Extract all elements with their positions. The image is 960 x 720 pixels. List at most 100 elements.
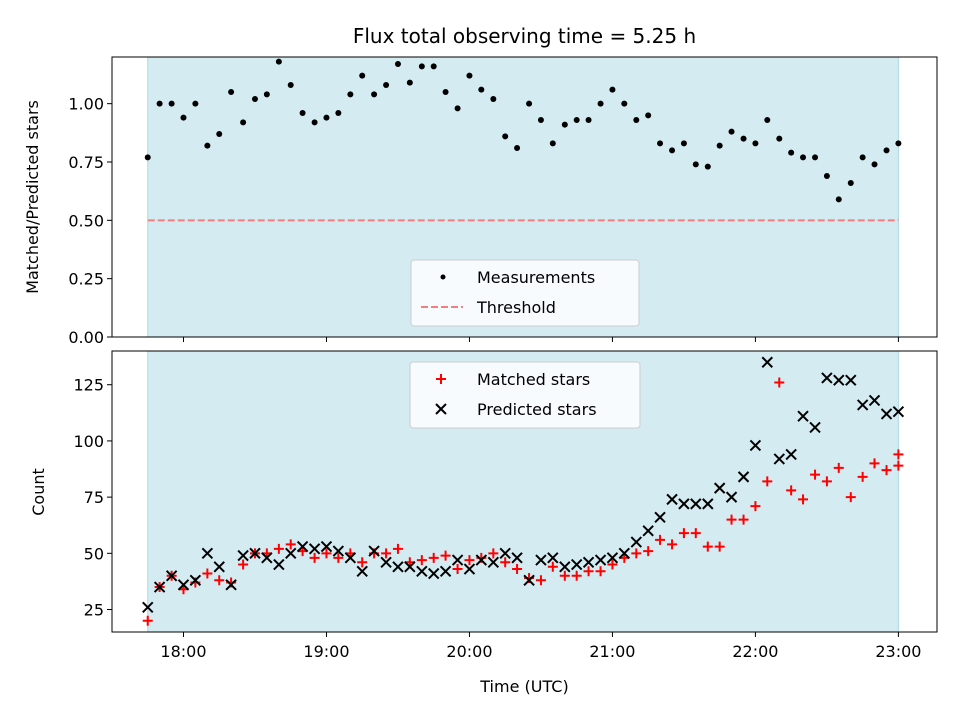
matched-star-point <box>702 541 713 552</box>
predicted-star-point <box>809 421 821 434</box>
predicted-star-point <box>737 471 750 483</box>
predicted-star-point <box>702 498 714 510</box>
measurement-point <box>287 82 294 88</box>
measurement-point <box>788 149 795 156</box>
measurement-point <box>228 89 235 95</box>
legend-marker-predicted <box>435 403 447 415</box>
legend-box <box>410 259 640 327</box>
measurement-point <box>704 163 711 170</box>
measurement-point <box>716 142 723 149</box>
y-tick-label: 125 <box>73 376 104 395</box>
measurement-point <box>645 112 652 119</box>
plot-area <box>142 356 905 626</box>
measurement-point <box>180 114 187 121</box>
predicted-star-point <box>177 579 190 591</box>
predicted-star-point <box>451 554 464 566</box>
measurement-point <box>418 63 425 70</box>
measurement-point <box>609 86 616 93</box>
predicted-star-point <box>487 556 500 569</box>
matched-star-point <box>893 449 904 460</box>
matched-star-point <box>357 557 368 568</box>
measurement-point <box>835 196 842 203</box>
matched-star-point <box>762 476 773 487</box>
predicted-star-point <box>201 547 214 560</box>
x-tick-label: 22:00 <box>732 642 778 661</box>
measurement-point <box>335 110 342 116</box>
matched-star-point <box>631 548 642 559</box>
measurement-point <box>514 145 521 151</box>
predicted-star-point <box>570 558 583 571</box>
predicted-star-point <box>439 565 452 578</box>
predicted-star-point <box>856 399 869 411</box>
predicted-star-point <box>845 374 857 386</box>
measurement-point <box>573 117 580 123</box>
matched-star-point <box>381 548 392 559</box>
predicted-star-point <box>285 547 297 560</box>
matched-star-point <box>798 494 809 505</box>
matched-star-point <box>726 514 737 525</box>
legend: Measurements Threshold <box>410 259 640 327</box>
measurement-point <box>585 117 592 123</box>
predicted-star-point <box>713 482 726 494</box>
predicted-star-point <box>678 498 690 510</box>
legend-marker-measurements <box>440 274 446 280</box>
measurement-point <box>764 117 771 123</box>
bottom-ylabel: Count <box>29 468 48 516</box>
measurement-point <box>240 119 247 126</box>
matched-star-point <box>667 539 678 550</box>
measurement-point <box>680 140 687 147</box>
measurement-point <box>406 79 413 86</box>
legend: Matched stars Predicted stars <box>409 361 641 429</box>
matched-star-point <box>512 564 523 575</box>
matched-star-point <box>881 465 892 476</box>
matched-star-point <box>452 564 463 575</box>
matched-star-point <box>655 534 666 545</box>
y-tick-label: 25 <box>84 601 104 620</box>
measurement-point <box>537 117 544 123</box>
predicted-star-point <box>630 536 643 548</box>
matched-star-point <box>273 543 284 554</box>
predicted-star-point <box>594 554 607 566</box>
plot-area <box>144 58 902 222</box>
measurement-point <box>823 173 830 179</box>
matched-star-point <box>643 546 654 557</box>
measurement-point <box>394 61 401 67</box>
measurement-point <box>251 96 258 102</box>
matched-star-point <box>416 555 427 566</box>
predicted-star-point <box>225 579 237 591</box>
x-tick-label: 20:00 <box>446 642 492 661</box>
predicted-star-point <box>380 556 392 569</box>
legend-marker-matched <box>436 374 446 384</box>
measurement-point <box>669 147 676 154</box>
measurement-point <box>561 121 568 128</box>
y-tick-label: 75 <box>84 488 104 507</box>
matched-star-point <box>392 543 403 554</box>
measurement-point <box>383 82 390 88</box>
predicted-star-point <box>392 561 404 573</box>
matched-star-point <box>500 557 511 568</box>
predicted-star-point <box>261 552 273 564</box>
matched-star-point <box>464 555 475 566</box>
predicted-star-point <box>749 439 762 452</box>
matched-star-point <box>547 561 558 572</box>
chart-title: Flux total observing time = 5.25 h <box>353 24 696 48</box>
matched-star-point <box>893 460 904 471</box>
measurement-point <box>883 147 890 154</box>
matched-star-point <box>690 528 701 539</box>
matched-star-point <box>810 469 821 480</box>
predicted-star-point <box>249 547 261 560</box>
measurement-point <box>871 161 878 168</box>
matched-star-point <box>845 492 856 503</box>
predicted-star-point <box>821 372 833 384</box>
predicted-star-point <box>833 374 845 386</box>
legend-label-threshold: Threshold <box>476 298 556 317</box>
axes-frame <box>111 350 938 633</box>
predicted-star-point <box>213 561 225 573</box>
axes-frame <box>111 56 938 338</box>
predicted-star-point <box>368 545 380 557</box>
matched-star-point <box>869 458 880 469</box>
matched-star-point <box>857 471 868 482</box>
legend-label-measurements: Measurements <box>477 268 595 287</box>
predicted-star-point <box>666 493 678 506</box>
measurement-point <box>359 72 366 79</box>
